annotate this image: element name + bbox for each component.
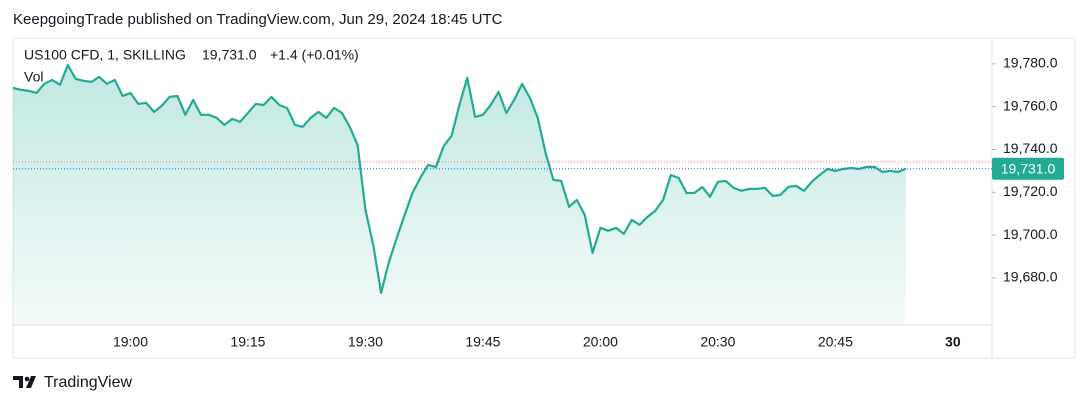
brand: TradingView — [44, 374, 132, 391]
x-tick-label: 20:30 — [700, 334, 735, 350]
y-tick-label: 19,700.0 — [1003, 226, 1058, 242]
x-tick-label: 19:30 — [348, 334, 383, 350]
last-price-tag-label: 19,731.0 — [1001, 160, 1056, 176]
x-tick-label: 30 — [945, 334, 961, 350]
x-tick-label: 19:15 — [230, 334, 265, 350]
last-price: 19,731.0 — [202, 47, 257, 63]
tradingview-logo — [13, 376, 36, 388]
x-tick-label: 19:45 — [465, 334, 500, 350]
area-fill — [13, 64, 906, 325]
symbol: US100 CFD, 1, SKILLING — [24, 47, 186, 63]
y-tick-label: 19,740.0 — [1003, 140, 1058, 156]
x-tick-label: 20:00 — [583, 334, 618, 350]
plot — [12, 63, 992, 325]
y-tick-label: 19,680.0 — [1003, 269, 1058, 285]
x-tick-label: 20:45 — [818, 334, 853, 350]
publisher-line: KeepgoingTrade published on TradingView.… — [13, 11, 503, 28]
y-tick-label: 19,720.0 — [1003, 183, 1058, 199]
y-tick-label: 19,780.0 — [1003, 55, 1058, 71]
x-tick-label: 19:00 — [113, 334, 148, 350]
last-price-tag — [992, 157, 1064, 180]
indicator-label: Vol — [24, 69, 43, 85]
y-tick-label: 19,760.0 — [1003, 97, 1058, 113]
price-line — [12, 63, 907, 294]
price-change: +1.4 (+0.01%) — [270, 47, 359, 63]
